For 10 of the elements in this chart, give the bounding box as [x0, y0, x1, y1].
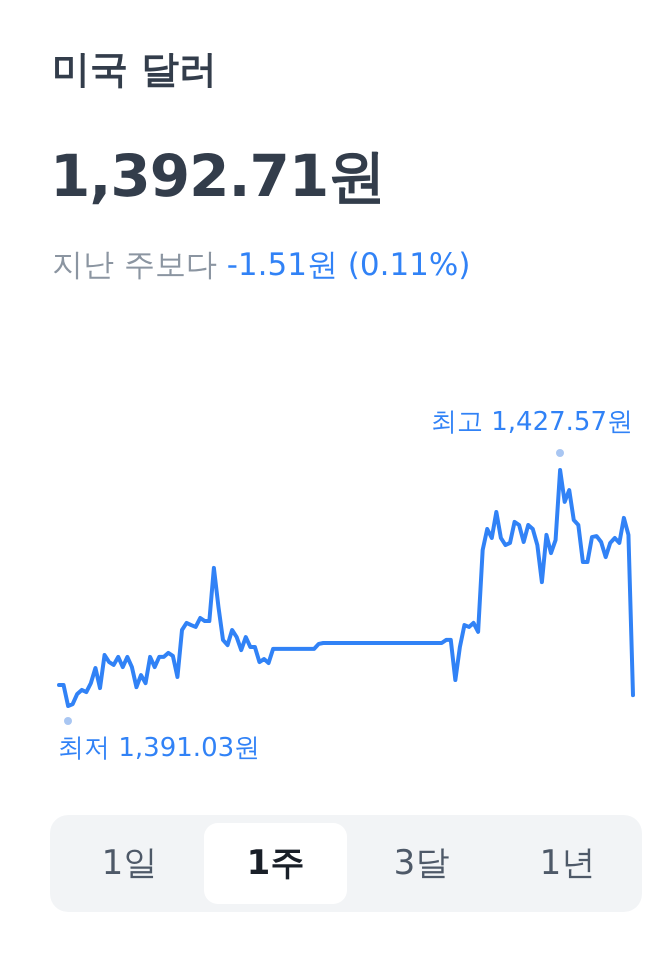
text: 3달 — [392, 842, 450, 885]
text: 최고 1,427.57원 — [430, 406, 633, 439]
text: 지난 주보다 — [52, 247, 218, 283]
text: 1일 — [100, 842, 158, 885]
chart-title: 미국 달러 — [52, 46, 218, 93]
text: 최저 1,391.03원 — [58, 732, 260, 765]
text: 1주 — [204, 823, 347, 904]
chart-subtitle: 1,392.71원 — [50, 141, 386, 212]
text: 1년 — [538, 842, 596, 885]
text: -1.51원 (0.11%) — [226, 247, 470, 283]
